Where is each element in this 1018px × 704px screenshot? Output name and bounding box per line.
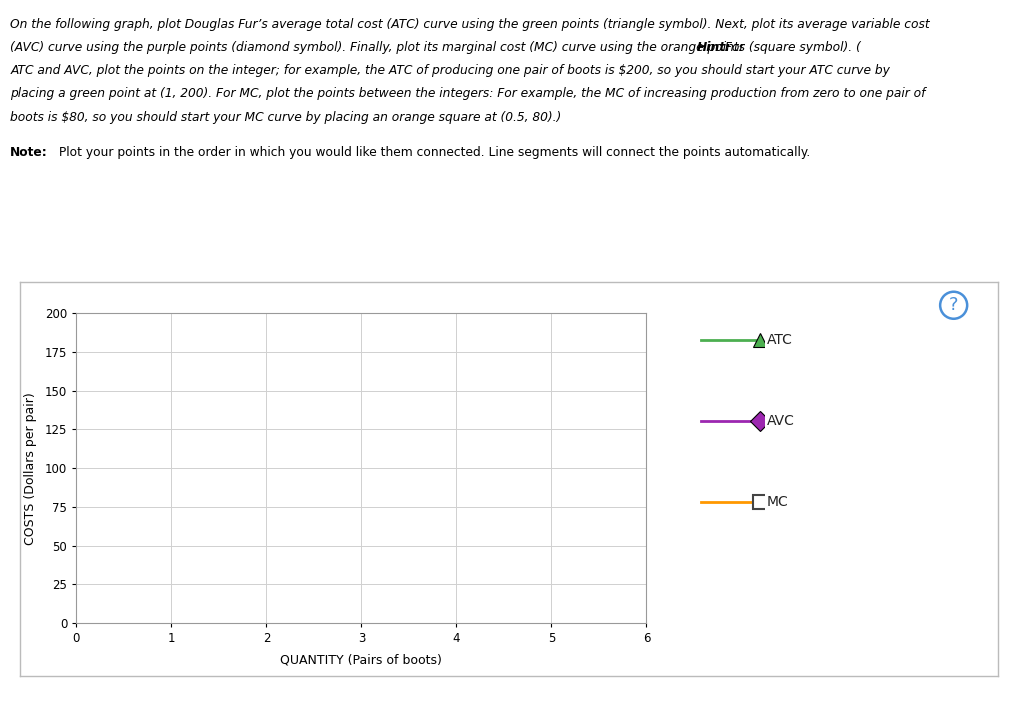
Y-axis label: COSTS (Dollars per pair): COSTS (Dollars per pair) [23, 392, 37, 544]
Text: On the following graph, plot Douglas Fur’s average total cost (ATC) curve using : On the following graph, plot Douglas Fur… [10, 18, 929, 30]
Text: (AVC) curve using the purple points (diamond symbol). Finally, plot its marginal: (AVC) curve using the purple points (dia… [10, 41, 861, 54]
Text: ATC and AVC, plot the points on the integer; for example, the ATC of producing o: ATC and AVC, plot the points on the inte… [10, 64, 890, 77]
Text: Hint:: Hint: [696, 41, 731, 54]
Text: ATC: ATC [767, 333, 792, 347]
Text: MC: MC [767, 495, 788, 509]
Text: Plot your points in the order in which you would like them connected. Line segme: Plot your points in the order in which y… [55, 146, 810, 159]
Text: For: For [721, 41, 744, 54]
Text: Note:: Note: [10, 146, 48, 159]
Text: boots is $80, so you should start your MC curve by placing an orange square at (: boots is $80, so you should start your M… [10, 111, 562, 123]
Text: placing a green point at (1, 200). For MC, plot the points between the integers:: placing a green point at (1, 200). For M… [10, 87, 925, 100]
Text: AVC: AVC [767, 414, 794, 428]
Text: ?: ? [949, 296, 958, 314]
X-axis label: QUANTITY (Pairs of boots): QUANTITY (Pairs of boots) [280, 653, 443, 667]
